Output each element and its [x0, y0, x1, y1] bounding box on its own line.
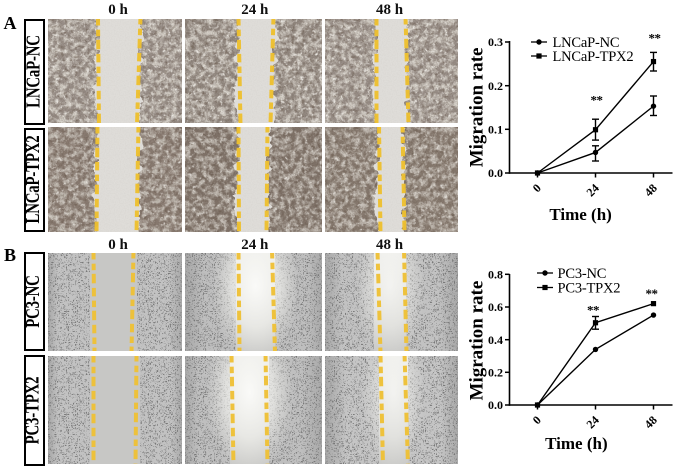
- svg-text:PC3-NC: PC3-NC: [558, 266, 607, 282]
- svg-text:0.8: 0.8: [488, 267, 503, 281]
- svg-text:**: **: [587, 303, 599, 318]
- svg-text:Migration rate: Migration rate: [466, 48, 487, 168]
- svg-text:0.0: 0.0: [488, 398, 503, 412]
- svg-text:0: 0: [530, 181, 544, 195]
- svg-text:LNCaP-NC: LNCaP-NC: [553, 35, 620, 51]
- svg-text:0.1: 0.1: [488, 122, 503, 136]
- svg-text:LNCaP-TPX2: LNCaP-TPX2: [553, 49, 634, 65]
- svg-text:PC3-TPX2: PC3-TPX2: [558, 280, 621, 296]
- svg-text:24: 24: [583, 413, 601, 431]
- svg-text:0.4: 0.4: [488, 333, 503, 347]
- svg-text:0: 0: [530, 413, 544, 427]
- svg-text:**: **: [646, 286, 658, 301]
- svg-text:Time (h): Time (h): [545, 434, 608, 453]
- svg-text:0.0: 0.0: [488, 166, 503, 180]
- svg-text:48: 48: [641, 413, 659, 431]
- svg-text:**: **: [649, 31, 661, 46]
- svg-text:0.2: 0.2: [488, 79, 503, 93]
- svg-text:0.6: 0.6: [488, 300, 503, 314]
- svg-text:**: **: [591, 93, 603, 108]
- svg-text:24: 24: [583, 181, 601, 199]
- svg-text:0.3: 0.3: [488, 35, 503, 49]
- svg-text:Migration rate: Migration rate: [466, 281, 487, 401]
- svg-text:Time (h): Time (h): [549, 205, 612, 224]
- svg-text:48: 48: [641, 181, 659, 199]
- svg-text:0.2: 0.2: [488, 365, 503, 379]
